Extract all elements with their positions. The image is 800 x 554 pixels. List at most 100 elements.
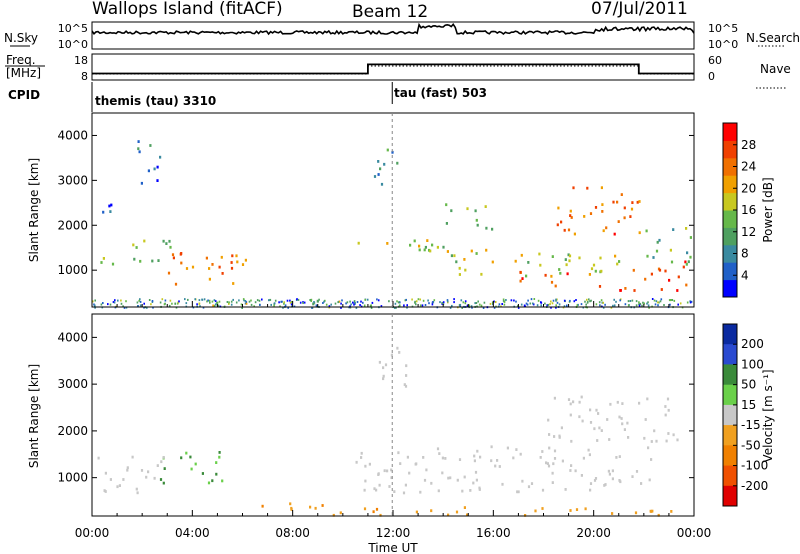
power-cell: [102, 302, 104, 304]
power-cell: [377, 160, 380, 163]
velocity-cell: [218, 451, 221, 454]
velocity-cell: [384, 363, 388, 367]
power-cell: [642, 301, 644, 304]
x-tick-label: 20:00: [576, 526, 611, 540]
velocity-cell: [363, 507, 367, 511]
power-cell: [287, 306, 289, 309]
power-cell: [450, 254, 453, 258]
velocity-cell: [627, 436, 630, 439]
power-cell: [302, 302, 304, 304]
velocity-cell: [388, 485, 391, 488]
nave-tick-top: 60: [708, 54, 722, 67]
power-cell: [397, 301, 400, 304]
power-cell: [682, 265, 685, 269]
power-cell: [206, 300, 208, 303]
velocity-cell: [430, 509, 433, 513]
power-cell: [533, 298, 536, 300]
power-cell: [519, 270, 522, 274]
velocity-cell: [218, 455, 221, 459]
power-cell: [478, 303, 481, 306]
velocity-cell: [405, 374, 408, 377]
freq-label: Freq.: [6, 53, 36, 67]
velocity-cell: [664, 413, 667, 417]
power-cell: [244, 258, 247, 262]
power-cell: [544, 273, 547, 277]
power-cell: [527, 261, 530, 264]
power-cell: [623, 206, 626, 210]
power-ylabel: Slant Range [km]: [27, 158, 41, 262]
power-cell: [236, 260, 239, 264]
power-cell: [341, 299, 343, 302]
colorbar-swatch: [723, 123, 737, 141]
velocity-cell: [607, 469, 610, 473]
power-cell: [171, 302, 173, 305]
power-cell: [360, 300, 362, 303]
velocity-cell: [616, 400, 619, 404]
power-cell: [328, 305, 331, 308]
power-cell: [669, 248, 672, 252]
power-cell: [303, 301, 306, 304]
power-cell: [423, 248, 426, 252]
power-cell: [176, 302, 179, 305]
colorbar-tick-label: 4: [741, 268, 749, 282]
power-cell: [573, 232, 576, 236]
power-cell: [658, 301, 660, 304]
power-cell: [492, 302, 494, 305]
power-cell: [296, 298, 298, 301]
power-cell: [94, 304, 96, 307]
power-cell: [517, 306, 520, 309]
velocity-cell: [553, 435, 556, 438]
colorbar-swatch: [723, 192, 737, 211]
power-cell: [458, 266, 461, 270]
power-cell: [337, 301, 339, 304]
power-cell: [565, 263, 568, 267]
power-cell: [567, 253, 570, 257]
power-cell: [212, 304, 214, 307]
velocity-cell: [655, 439, 658, 443]
power-cell: [685, 227, 688, 230]
power-cell: [673, 299, 676, 302]
power-cell: [94, 299, 96, 302]
power-cell: [371, 301, 374, 304]
colorbar-swatch: [723, 157, 737, 176]
power-cell: [532, 303, 535, 306]
power-cell: [519, 279, 522, 283]
power-cell: [585, 303, 587, 306]
velocity-cell: [541, 450, 544, 453]
velocity-cell: [650, 440, 653, 443]
power-cell: [569, 299, 571, 302]
velocity-cell: [425, 468, 428, 472]
power-cell: [584, 300, 586, 303]
x-tick-label: 12:00: [376, 526, 411, 540]
power-cell: [353, 303, 355, 306]
power-cell: [558, 268, 561, 271]
power-cell: [689, 301, 692, 304]
power-cell: [660, 288, 663, 291]
velocity-cell: [390, 468, 393, 472]
power-cell: [309, 299, 311, 301]
velocity-cell: [163, 467, 166, 470]
power-cell: [446, 299, 449, 302]
colorbar-tick-label: 24: [741, 160, 756, 174]
power-cell: [638, 304, 641, 307]
power-cell: [139, 259, 142, 263]
power-cell: [520, 303, 523, 306]
colorbar-tick-label: -100: [741, 459, 768, 473]
power-cell: [601, 210, 604, 213]
power-cell: [638, 301, 640, 304]
velocity-cell: [631, 475, 634, 478]
velocity-cell: [580, 395, 583, 399]
power-cell: [132, 243, 135, 247]
velocity-cell: [449, 476, 452, 480]
power-cell: [484, 205, 487, 208]
velocity-cell: [551, 481, 554, 484]
velocity-cell: [530, 482, 534, 485]
power-cell: [180, 261, 183, 265]
power-cell: [140, 181, 143, 185]
velocity-cell: [589, 488, 592, 492]
velocity-cell: [145, 475, 148, 479]
power-cell: [137, 305, 139, 308]
velocity-cell: [478, 488, 481, 491]
colorbar-swatch: [723, 344, 737, 365]
power-cell: [180, 252, 183, 255]
